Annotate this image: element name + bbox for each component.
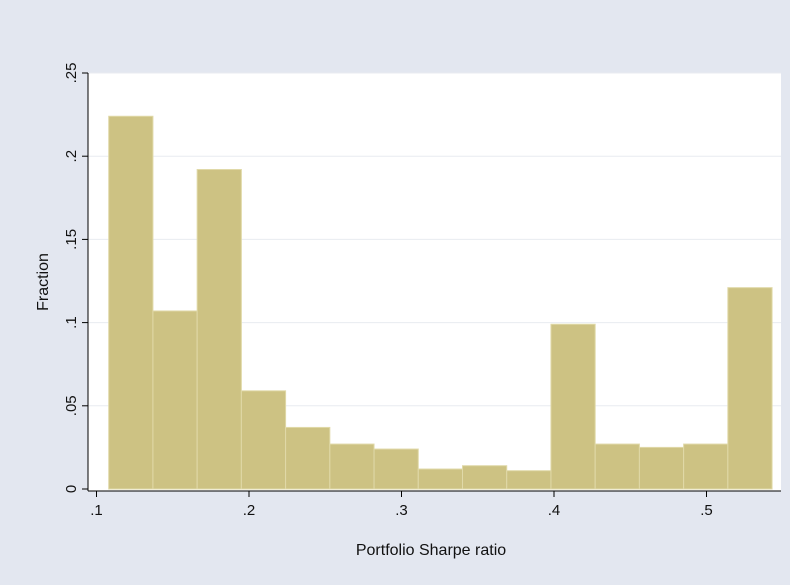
y-tick-label: .25: [63, 63, 80, 84]
x-tick-label: .5: [700, 502, 713, 519]
histogram-bar: [417, 468, 463, 490]
x-tick-label: .2: [243, 502, 256, 519]
histogram-bar: [196, 169, 242, 490]
axes: 0 .05 .1 .15 .2 .25 .1 .2 .3 .4 .5: [63, 63, 781, 519]
histogram-bar: [240, 390, 287, 490]
histogram-bar: [285, 426, 331, 490]
histogram-bar: [550, 323, 596, 490]
histogram-bar: [373, 448, 419, 490]
histogram-bar: [506, 470, 552, 490]
x-tick-label: .1: [90, 502, 103, 519]
histogram-bar: [727, 287, 773, 490]
y-tick-label: .2: [63, 150, 80, 163]
histogram-bar: [594, 443, 640, 490]
x-tick-label: .3: [395, 502, 408, 519]
y-axis-label: Fraction: [35, 253, 52, 311]
histogram-bar: [683, 443, 729, 490]
x-tick-label: .4: [548, 502, 561, 519]
histogram-bar: [108, 115, 154, 490]
histogram-bar: [638, 446, 685, 490]
y-tick-label: .05: [63, 395, 80, 416]
histogram-bar: [329, 443, 375, 490]
histogram-bar: [462, 465, 508, 490]
y-tick-label: .1: [63, 316, 80, 329]
y-tick-label: .15: [63, 229, 80, 250]
histogram-bar: [152, 310, 198, 490]
x-axis-label: Portfolio Sharpe ratio: [356, 542, 506, 559]
histogram-bars: [108, 115, 773, 490]
y-tick-label: 0: [63, 485, 80, 493]
